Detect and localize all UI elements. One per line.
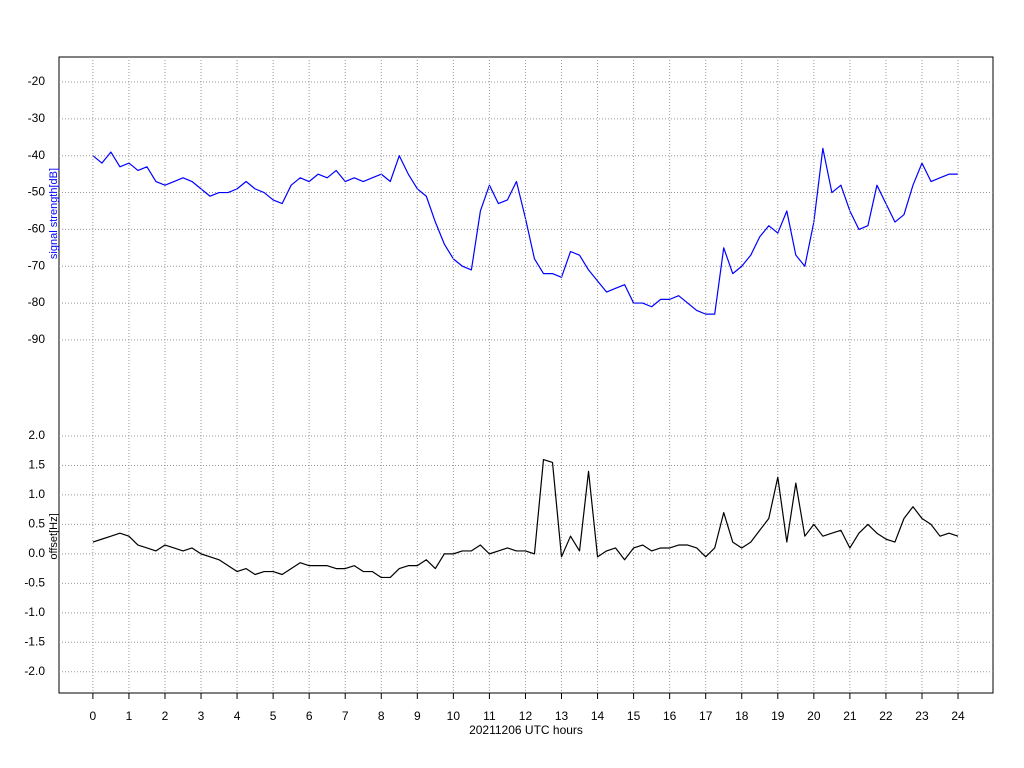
plot-frame [58, 56, 994, 694]
x-tick-label: 20 [807, 709, 821, 723]
x-tick-label: 4 [234, 709, 241, 723]
x-tick-label: 18 [735, 709, 749, 723]
y-tick-label: -70 [28, 258, 46, 272]
x-tick-label: 3 [198, 709, 205, 723]
y-tick-label: 1.0 [28, 487, 45, 501]
x-tick-label: 12 [519, 709, 533, 723]
y-tick-label: -1.0 [24, 605, 45, 619]
x-tick-label: 5 [270, 709, 277, 723]
y-tick-label: -90 [28, 332, 46, 346]
x-tick-label: 6 [306, 709, 313, 723]
y-tick-label: -2.0 [24, 664, 45, 678]
y-tick-label: -1.5 [24, 634, 45, 648]
y-axis-label: offset[Hz] [48, 513, 60, 559]
x-tick-label: 21 [843, 709, 857, 723]
x-axis-label: 20211206 UTC hours [469, 723, 583, 737]
x-tick-label: 16 [663, 709, 677, 723]
y-tick-label: 0.0 [28, 546, 45, 560]
y-tick-label: 0.5 [28, 517, 45, 531]
x-tick-label: 23 [915, 709, 929, 723]
x-tick-label: 22 [879, 709, 893, 723]
y-axis-label: signal strength[dB] [48, 168, 60, 259]
y-tick-label: -0.5 [24, 576, 45, 590]
y-tick-label: -40 [28, 148, 46, 162]
x-tick-label: 0 [90, 709, 97, 723]
y-tick-label: -30 [28, 111, 46, 125]
x-tick-label: 10 [447, 709, 461, 723]
data-line [92, 458, 959, 579]
x-tick-label: 15 [627, 709, 641, 723]
y-tick-label: -20 [28, 74, 46, 88]
y-tick-label: -80 [28, 295, 46, 309]
x-tick-label: 8 [378, 709, 385, 723]
y-tick-label: -50 [28, 185, 46, 199]
y-tick-label: 1.5 [28, 458, 45, 472]
x-tick-label: 1 [126, 709, 133, 723]
x-tick-label: 7 [342, 709, 349, 723]
x-tick-label: 17 [699, 709, 713, 723]
y-tick-label: -60 [28, 222, 46, 236]
x-tick-label: 24 [951, 709, 965, 723]
x-tick-label: 14 [591, 709, 605, 723]
x-tick-label: 9 [414, 709, 421, 723]
y-tick-label: 2.0 [28, 428, 45, 442]
x-tick-label: 2 [162, 709, 169, 723]
x-tick-label: 13 [555, 709, 569, 723]
x-tick-label: 11 [483, 709, 496, 723]
x-tick-label: 19 [771, 709, 785, 723]
